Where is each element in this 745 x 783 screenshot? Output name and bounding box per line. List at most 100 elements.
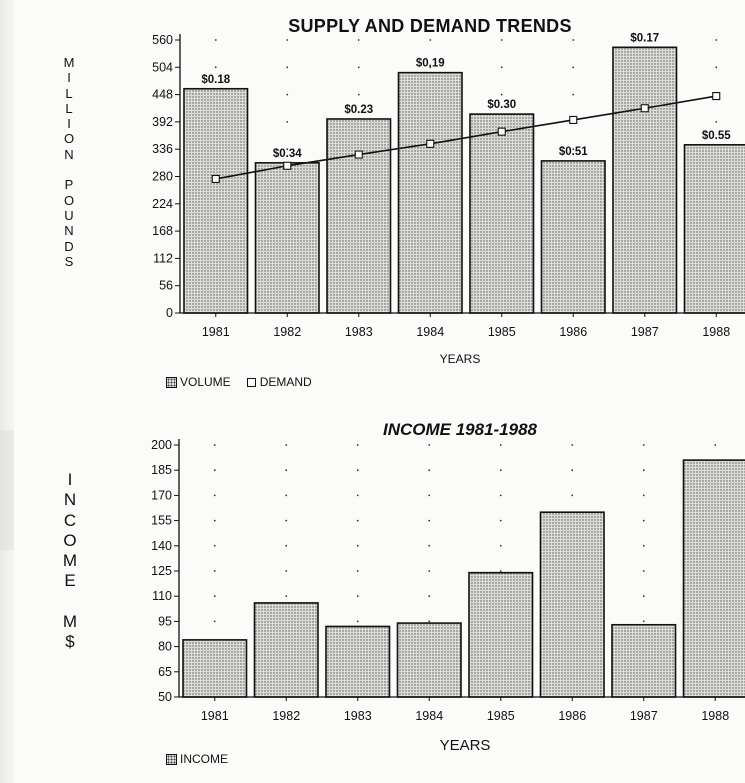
grid-dot	[286, 39, 289, 41]
x-tick-label-1987: 1987	[630, 709, 658, 723]
chart2-x-axis-label: YEARS	[439, 737, 491, 754]
x-tick-label-1983: 1983	[345, 325, 373, 339]
y-axis-label-letter: O	[63, 131, 75, 147]
grid-dot	[356, 494, 359, 497]
data-label-1986: $0.51	[559, 146, 588, 158]
y-tick-label: 0	[166, 306, 173, 320]
x-tick-label-1983: 1983	[344, 709, 372, 723]
scan-edge	[0, 0, 14, 783]
chart1-legend: VOLUME DEMAND	[166, 375, 312, 389]
y-tick-label: 125	[151, 564, 172, 578]
grid-dot	[356, 595, 359, 598]
grid-dot	[500, 39, 503, 41]
data-label-1987: $0.17	[630, 32, 659, 44]
grid-dot	[357, 66, 360, 69]
grid-dot	[642, 570, 645, 572]
y-tick-label: 560	[152, 33, 173, 47]
x-tick-label-1988: 1988	[702, 325, 730, 339]
grid-dot	[357, 39, 360, 41]
demand-point-1981	[211, 174, 220, 183]
x-tick-label-1986: 1986	[559, 325, 587, 339]
grid-dot	[499, 494, 502, 497]
grid-dot	[571, 494, 574, 497]
chart2-plot: 200 185 170 155 140 125 110 95 80 65 50 1981 1982 198…	[151, 438, 745, 723]
grid-dot	[213, 570, 216, 572]
bar-1984	[396, 622, 462, 698]
y-tick-label: 95	[158, 614, 172, 628]
income-legend-swatch	[166, 753, 177, 765]
grid-dot	[214, 39, 217, 41]
y-tick-label: 168	[152, 224, 173, 238]
grid-dot	[285, 544, 288, 547]
y-tick-label: 56	[159, 279, 173, 293]
y-axis-label-letter: D	[64, 238, 74, 254]
grid-dot	[500, 66, 503, 69]
grid-dot	[428, 519, 431, 522]
x-tick-label-1987: 1987	[631, 325, 659, 339]
x-tick-label-1981: 1981	[202, 325, 230, 339]
x-tick-label-1982: 1982	[272, 709, 300, 723]
bar-1981	[183, 87, 249, 314]
grid-dot	[428, 494, 431, 497]
bar-1982	[254, 162, 320, 314]
y-axis-label-letter: L	[65, 100, 73, 116]
grid-dot	[356, 444, 359, 446]
grid-dot	[213, 620, 216, 623]
demand-point-1988	[712, 92, 721, 101]
x-tick-label-1984: 1984	[415, 709, 443, 723]
grid-dot	[428, 595, 431, 598]
bar-1988	[683, 144, 745, 314]
x-tick-label-1988: 1988	[701, 709, 729, 723]
bar-1986	[539, 511, 605, 698]
grid-dot	[499, 444, 502, 446]
y-axis-label-letter: I	[67, 70, 71, 86]
grid-dot	[213, 494, 216, 497]
grid-dot	[213, 469, 216, 472]
y-axis-label-letter: $	[65, 632, 75, 652]
chart2-legend: INCOME	[166, 752, 228, 766]
grid-dot	[572, 66, 575, 69]
grid-dot	[285, 570, 288, 572]
x-tick-label-1985: 1985	[487, 709, 515, 723]
y-axis-label-letter: E	[64, 571, 76, 591]
grid-dot	[643, 39, 646, 41]
y-tick-label: 224	[152, 197, 173, 211]
grid-dot	[642, 519, 645, 522]
chart1-title: SUPPLY AND DEMAND TRENDS	[288, 16, 572, 36]
grid-dot	[285, 595, 288, 598]
y-axis-label-letter: U	[64, 207, 74, 223]
x-tick-label-1986: 1986	[558, 709, 586, 723]
y-tick-label: 110	[152, 589, 172, 603]
grid-dot	[356, 544, 359, 547]
demand-point-1986	[569, 115, 578, 124]
grid-dot	[285, 469, 288, 472]
grid-dot	[428, 570, 431, 572]
demand-line	[215, 95, 717, 180]
grid-dot	[286, 121, 289, 123]
demand-point-1982	[283, 161, 292, 170]
data-label-1984: $0.19	[416, 58, 445, 70]
demand-legend-marker	[246, 377, 256, 387]
y-tick-label: 50	[158, 690, 172, 704]
bar-1984	[397, 71, 463, 314]
demand-legend-label: DEMAND	[259, 375, 312, 389]
y-axis-label-letter: O	[63, 530, 77, 550]
grid-dot	[285, 444, 288, 446]
x-tick-label-1985: 1985	[488, 325, 516, 339]
grid-dot	[213, 444, 216, 446]
x-tick-label-1982: 1982	[273, 325, 301, 339]
scan-edge-shadow	[0, 430, 14, 550]
demand-point-1984	[426, 139, 435, 148]
grid-dot	[285, 519, 288, 522]
grid-dot	[499, 519, 502, 522]
bar-1987	[611, 623, 677, 698]
y-tick-label: 80	[158, 640, 172, 654]
grid-dot	[571, 444, 574, 446]
grid-dot	[356, 570, 359, 572]
y-tick-label: 140	[151, 539, 172, 553]
grid-dot	[642, 595, 645, 598]
grid-dot	[213, 595, 216, 598]
grid-dot	[642, 444, 645, 446]
